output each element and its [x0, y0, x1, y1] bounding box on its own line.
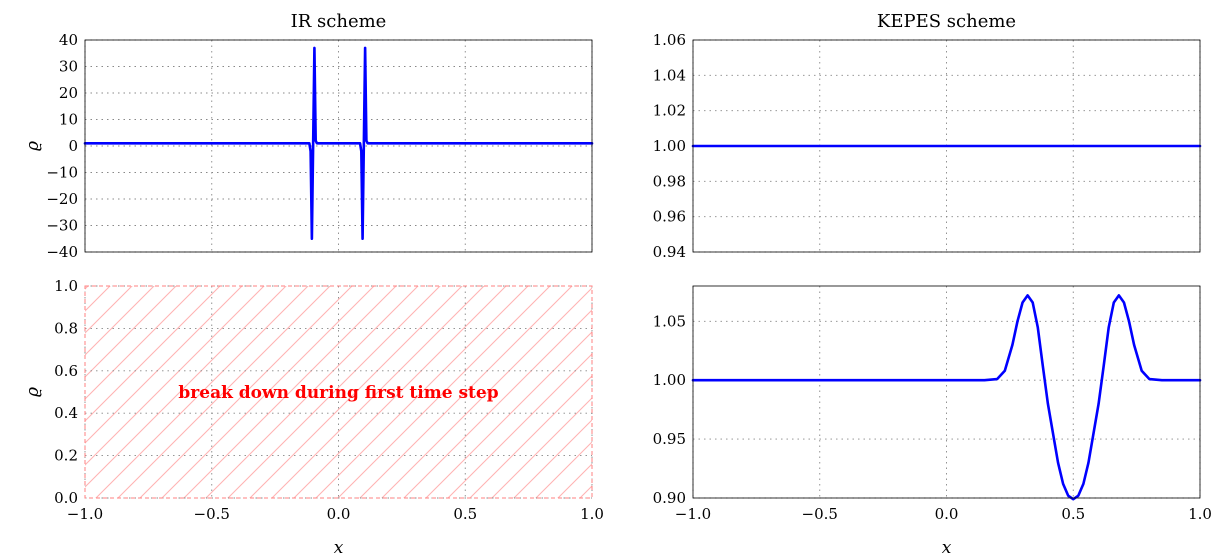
- y-tick-label: 0.0: [54, 489, 78, 507]
- x-tick-label: 0.5: [453, 505, 477, 523]
- y-tick-label: 0.94: [653, 243, 686, 261]
- panel-kepes-top: KEPES scheme 1.06 1.04 1.02 1.00 0.98 0.96 0.9…: [653, 11, 1202, 261]
- series-line: [83, 46, 594, 241]
- y-tick-label: 1.00: [653, 371, 686, 389]
- axes-frame: [692, 39, 1201, 253]
- y-tick-label: 40: [59, 31, 78, 49]
- x-tick-label: −0.5: [802, 505, 838, 523]
- x-tick-label: 1.0: [580, 505, 604, 523]
- x-axis-label: x: [334, 538, 344, 558]
- panel-ir-bottom: ϱ 1.0 0.8 0.6 0.4 0.2 0.0 −1.0 −0.5 0.0 0.5 1.0 b…: [23, 277, 604, 558]
- y-tick-label: 1.05: [653, 312, 686, 330]
- y-tick-label: −30: [46, 217, 78, 235]
- x-tick-label: 0.0: [327, 505, 351, 523]
- x-tick-label: 0.5: [1061, 505, 1085, 523]
- y-tick-label: 1.06: [653, 31, 686, 49]
- panel-kepes-bottom: 1.05 1.00 0.95 0.90 −1.0 −0.5 0.0 0.5 1.0 x: [653, 285, 1212, 558]
- y-tick-label: 30: [59, 58, 78, 76]
- y-tick-label: −10: [46, 164, 78, 182]
- y-tick-label: 0.4: [54, 404, 78, 422]
- x-tick-label: −1.0: [67, 505, 103, 523]
- y-axis-label: ϱ: [23, 141, 43, 151]
- y-tick-label: 1.0: [54, 277, 78, 295]
- panel-title: IR scheme: [291, 11, 387, 32]
- y-tick-label: −20: [46, 190, 78, 208]
- y-tick-label: 0.2: [54, 447, 78, 465]
- y-tick-label: 10: [59, 111, 78, 129]
- x-tick-label: 0.0: [935, 505, 959, 523]
- y-tick-label: 0.8: [54, 319, 78, 337]
- panel-title: KEPES scheme: [877, 11, 1016, 32]
- breakdown-annotation: break down during first time step: [178, 383, 498, 403]
- axes-frame: [84, 39, 593, 253]
- y-axis-label: ϱ: [23, 387, 43, 397]
- x-axis-label: x: [942, 538, 952, 558]
- y-tick-label: 1.02: [653, 102, 686, 120]
- y-tick-label: −40: [46, 243, 78, 261]
- y-tick-label: 1.00: [653, 137, 686, 155]
- y-tick-label: 0.6: [54, 362, 78, 380]
- x-tick-label: 1.0: [1188, 505, 1212, 523]
- x-tick-label: −0.5: [194, 505, 230, 523]
- series-line: [691, 294, 1202, 501]
- y-tick-label: 0.98: [653, 172, 686, 190]
- x-tick-label: −1.0: [675, 505, 711, 523]
- y-tick-label: 0: [68, 137, 78, 155]
- y-tick-label: 0.90: [653, 489, 686, 507]
- y-tick-label: 0.95: [653, 430, 686, 448]
- y-tick-label: 1.04: [653, 66, 686, 84]
- y-tick-label: 0.96: [653, 208, 686, 226]
- panel-ir-top: IR scheme ϱ 40 30 20 10 0 −10 −20 −30 −40: [23, 11, 594, 261]
- axes-frame: [692, 285, 1201, 499]
- breakdown-border: [84, 285, 593, 499]
- y-tick-label: 20: [59, 84, 78, 102]
